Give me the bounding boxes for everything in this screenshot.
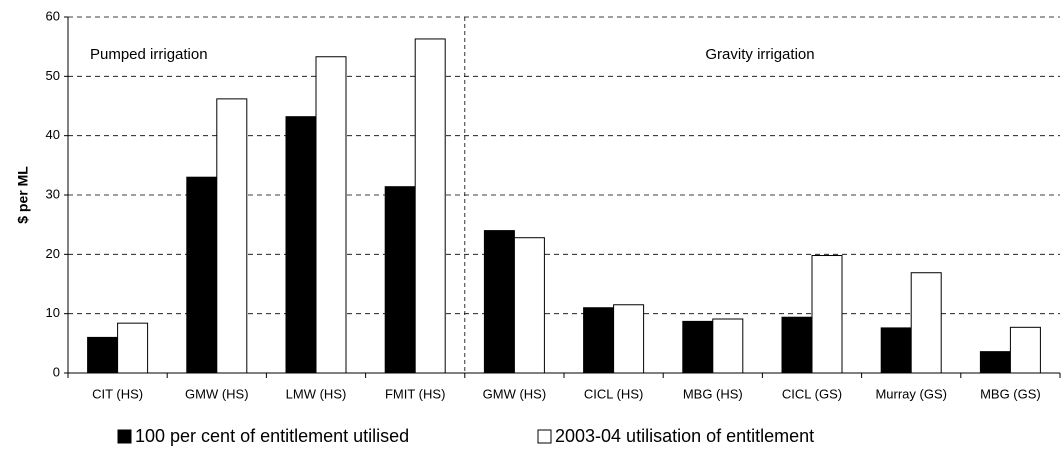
bar	[979, 351, 1011, 374]
bar	[483, 230, 515, 374]
y-tick-label: 10	[46, 305, 60, 320]
bar	[1009, 326, 1041, 374]
bar	[583, 307, 615, 374]
x-tick-label: CICL (GS)	[782, 386, 842, 401]
x-tick-label: MBG (HS)	[683, 386, 743, 401]
bar	[384, 186, 416, 374]
bar	[811, 255, 843, 374]
y-tick-label: 50	[46, 68, 60, 83]
y-tick-label: 30	[46, 186, 60, 201]
legend-swatch	[117, 429, 132, 444]
bar	[781, 316, 813, 374]
legend-swatch	[537, 429, 552, 444]
bar	[315, 56, 347, 374]
y-axis-label: $ per ML	[15, 166, 31, 224]
y-tick-label: 0	[53, 364, 60, 379]
x-tick-label: GMW (HS)	[483, 386, 547, 401]
bar	[682, 320, 714, 374]
bar	[712, 318, 744, 374]
x-tick-label: FMIT (HS)	[385, 386, 445, 401]
bar	[910, 272, 942, 374]
annotation: Gravity irrigation	[705, 46, 814, 63]
x-tick-label: CIT (HS)	[92, 386, 143, 401]
bar	[216, 98, 248, 374]
y-tick-label: 60	[46, 8, 60, 23]
bar	[186, 176, 218, 374]
y-tick-label: 40	[46, 127, 60, 142]
bar	[880, 327, 912, 374]
x-tick-label: LMW (HS)	[286, 386, 347, 401]
bar	[285, 116, 317, 374]
bar	[613, 304, 645, 374]
bar	[87, 336, 119, 374]
annotation: Pumped irrigation	[90, 46, 208, 63]
x-tick-label: Murray (GS)	[875, 386, 947, 401]
legend-label: 2003-04 utilisation of entitlement	[555, 426, 814, 446]
bar	[414, 38, 446, 374]
bar	[513, 237, 545, 374]
x-tick-label: CICL (HS)	[584, 386, 643, 401]
x-tick-label: MBG (GS)	[980, 386, 1041, 401]
legend-label: 100 per cent of entitlement utilised	[135, 426, 409, 446]
bar	[117, 322, 149, 374]
y-tick-label: 20	[46, 246, 60, 261]
x-tick-label: GMW (HS)	[185, 386, 249, 401]
